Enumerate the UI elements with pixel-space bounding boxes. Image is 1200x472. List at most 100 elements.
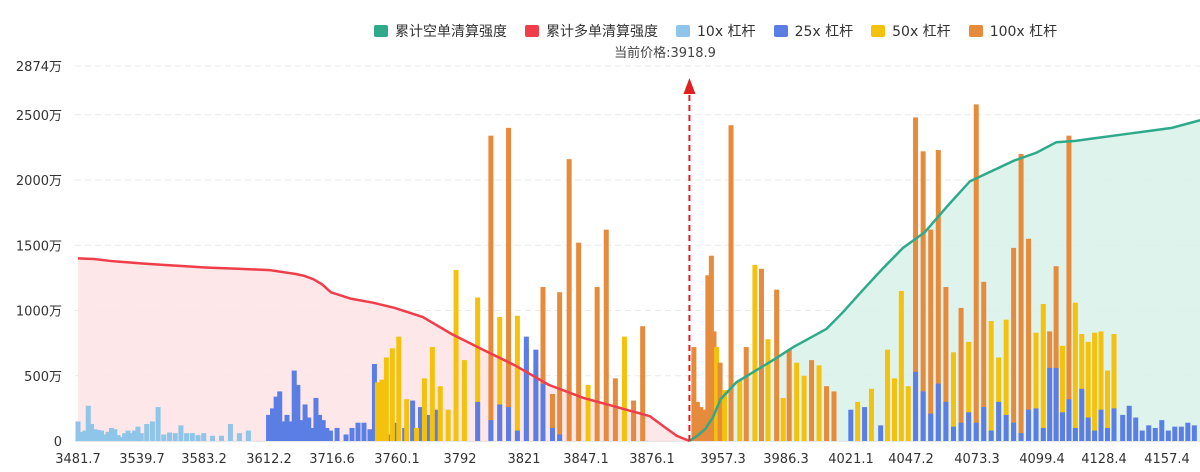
bar-lev100 [711, 331, 717, 441]
bar-lev10 [138, 433, 144, 441]
bar-lev10 [155, 407, 161, 441]
legend-item-cum-long[interactable]: 累计多单清算强度 [525, 21, 658, 41]
legend-item-lev25[interactable]: 25x 杠杆 [773, 21, 853, 41]
bar-lev50 [514, 315, 520, 441]
x-tick-label: 3821 [507, 452, 540, 467]
legend-item-lev100[interactable]: 100x 杠杆 [968, 21, 1057, 41]
bar-lev50 [429, 347, 435, 441]
x-tick-label: 4073.3 [954, 452, 1000, 467]
bar-lev10 [184, 433, 190, 441]
bar-lev50 [1079, 334, 1085, 441]
bar-lev10 [218, 435, 224, 441]
bar-lev50 [1033, 332, 1039, 441]
bar-lev50 [1040, 303, 1046, 441]
bar-lev50 [1104, 370, 1110, 441]
bar-lev10 [75, 421, 81, 441]
y-tick-label: 500万 [24, 370, 62, 385]
bar-lev25 [1011, 422, 1017, 441]
bar-lev100 [1011, 247, 1017, 441]
bar-lev10 [161, 434, 167, 441]
bar-lev10 [118, 437, 124, 441]
x-tick-label: 3583.2 [181, 452, 227, 467]
legend-item-cum-short[interactable]: 累计空单清算强度 [374, 21, 507, 41]
bar-lev50 [374, 382, 380, 441]
bar-lev50 [421, 378, 427, 441]
bar-lev25 [550, 427, 556, 441]
bar-lev25 [913, 371, 919, 441]
legend-swatch-icon [871, 25, 886, 37]
bar-lev25 [981, 407, 987, 441]
bar-lev25 [273, 396, 279, 441]
bar-lev10 [122, 433, 128, 441]
bar-lev10 [201, 433, 207, 441]
bar-lev25 [1104, 427, 1110, 441]
x-tick-label: 3716.6 [309, 452, 355, 467]
bar-lev25 [1191, 425, 1197, 441]
bar-lev50 [1072, 302, 1078, 441]
bar-lev50 [816, 365, 822, 441]
bar-lev25 [540, 383, 546, 441]
bar-lev100 [943, 287, 949, 441]
x-tick-label: 4157.4 [1144, 452, 1190, 467]
bar-lev25 [343, 434, 349, 441]
bar-lev50 [722, 390, 728, 441]
bar-lev100 [631, 400, 637, 441]
bar-lev25 [920, 391, 926, 441]
bar-lev100 [774, 289, 780, 441]
bar-lev10 [79, 431, 85, 441]
bar-lev50 [714, 347, 720, 441]
legend-label: 10x 杠杆 [697, 24, 756, 40]
bar-lev10 [102, 434, 108, 441]
bar-lev100 [1026, 238, 1032, 441]
bar-lev25 [943, 401, 949, 441]
legend-item-lev10[interactable]: 10x 杠杆 [676, 21, 756, 41]
bar-lev10 [195, 435, 201, 441]
bar-lev10 [144, 424, 150, 441]
y-tick-label: 0 [54, 435, 62, 450]
bar-lev25 [270, 408, 275, 441]
bar-lev50 [752, 264, 758, 441]
bar-lev25 [1152, 427, 1158, 441]
y-tick-label: 1500万 [16, 239, 62, 254]
bar-lev100 [540, 287, 546, 441]
bar-lev50 [396, 336, 402, 441]
bar-lev10 [245, 430, 251, 441]
bar-lev25 [298, 420, 304, 441]
bar-lev10 [189, 433, 195, 441]
legend-label: 累计空单清算强度 [395, 24, 507, 40]
x-tick-label: 4021.1 [828, 452, 874, 467]
bar-lev10 [108, 427, 114, 441]
bar-lev50 [905, 386, 911, 441]
legend-swatch-icon [968, 25, 983, 37]
bar-lev10 [132, 430, 138, 441]
bar-lev25 [1060, 412, 1066, 441]
bar-lev100 [935, 150, 941, 441]
bar-lev10 [105, 431, 111, 441]
bar-lev100 [831, 391, 837, 441]
bar-lev25 [973, 422, 979, 441]
bar-lev25 [266, 414, 272, 441]
x-tick-label: 3539.7 [119, 452, 165, 467]
bar-lev25 [1159, 420, 1165, 441]
bar-lev10 [85, 405, 91, 441]
x-tick-label: 4099.4 [1019, 452, 1065, 467]
bar-lev50 [737, 379, 743, 441]
bar-lev25 [1003, 414, 1009, 441]
bar-lev100 [488, 135, 494, 442]
bar-lev25 [355, 422, 361, 441]
bar-lev50 [585, 384, 591, 441]
bar-lev25 [349, 427, 355, 441]
bar-lev100 [758, 268, 764, 441]
bar-lev50 [497, 317, 503, 441]
bar-lev50 [475, 297, 481, 441]
bar-lev50 [437, 386, 443, 441]
bar-lev25 [878, 425, 884, 441]
x-tick-label: 4047.2 [888, 452, 934, 467]
legend-item-lev50[interactable]: 50x 杠杆 [871, 21, 951, 41]
bar-lev25 [1120, 414, 1126, 441]
bar-lev100 [786, 349, 792, 441]
bar-lev25 [1072, 427, 1078, 441]
bar-lev50 [966, 341, 972, 441]
